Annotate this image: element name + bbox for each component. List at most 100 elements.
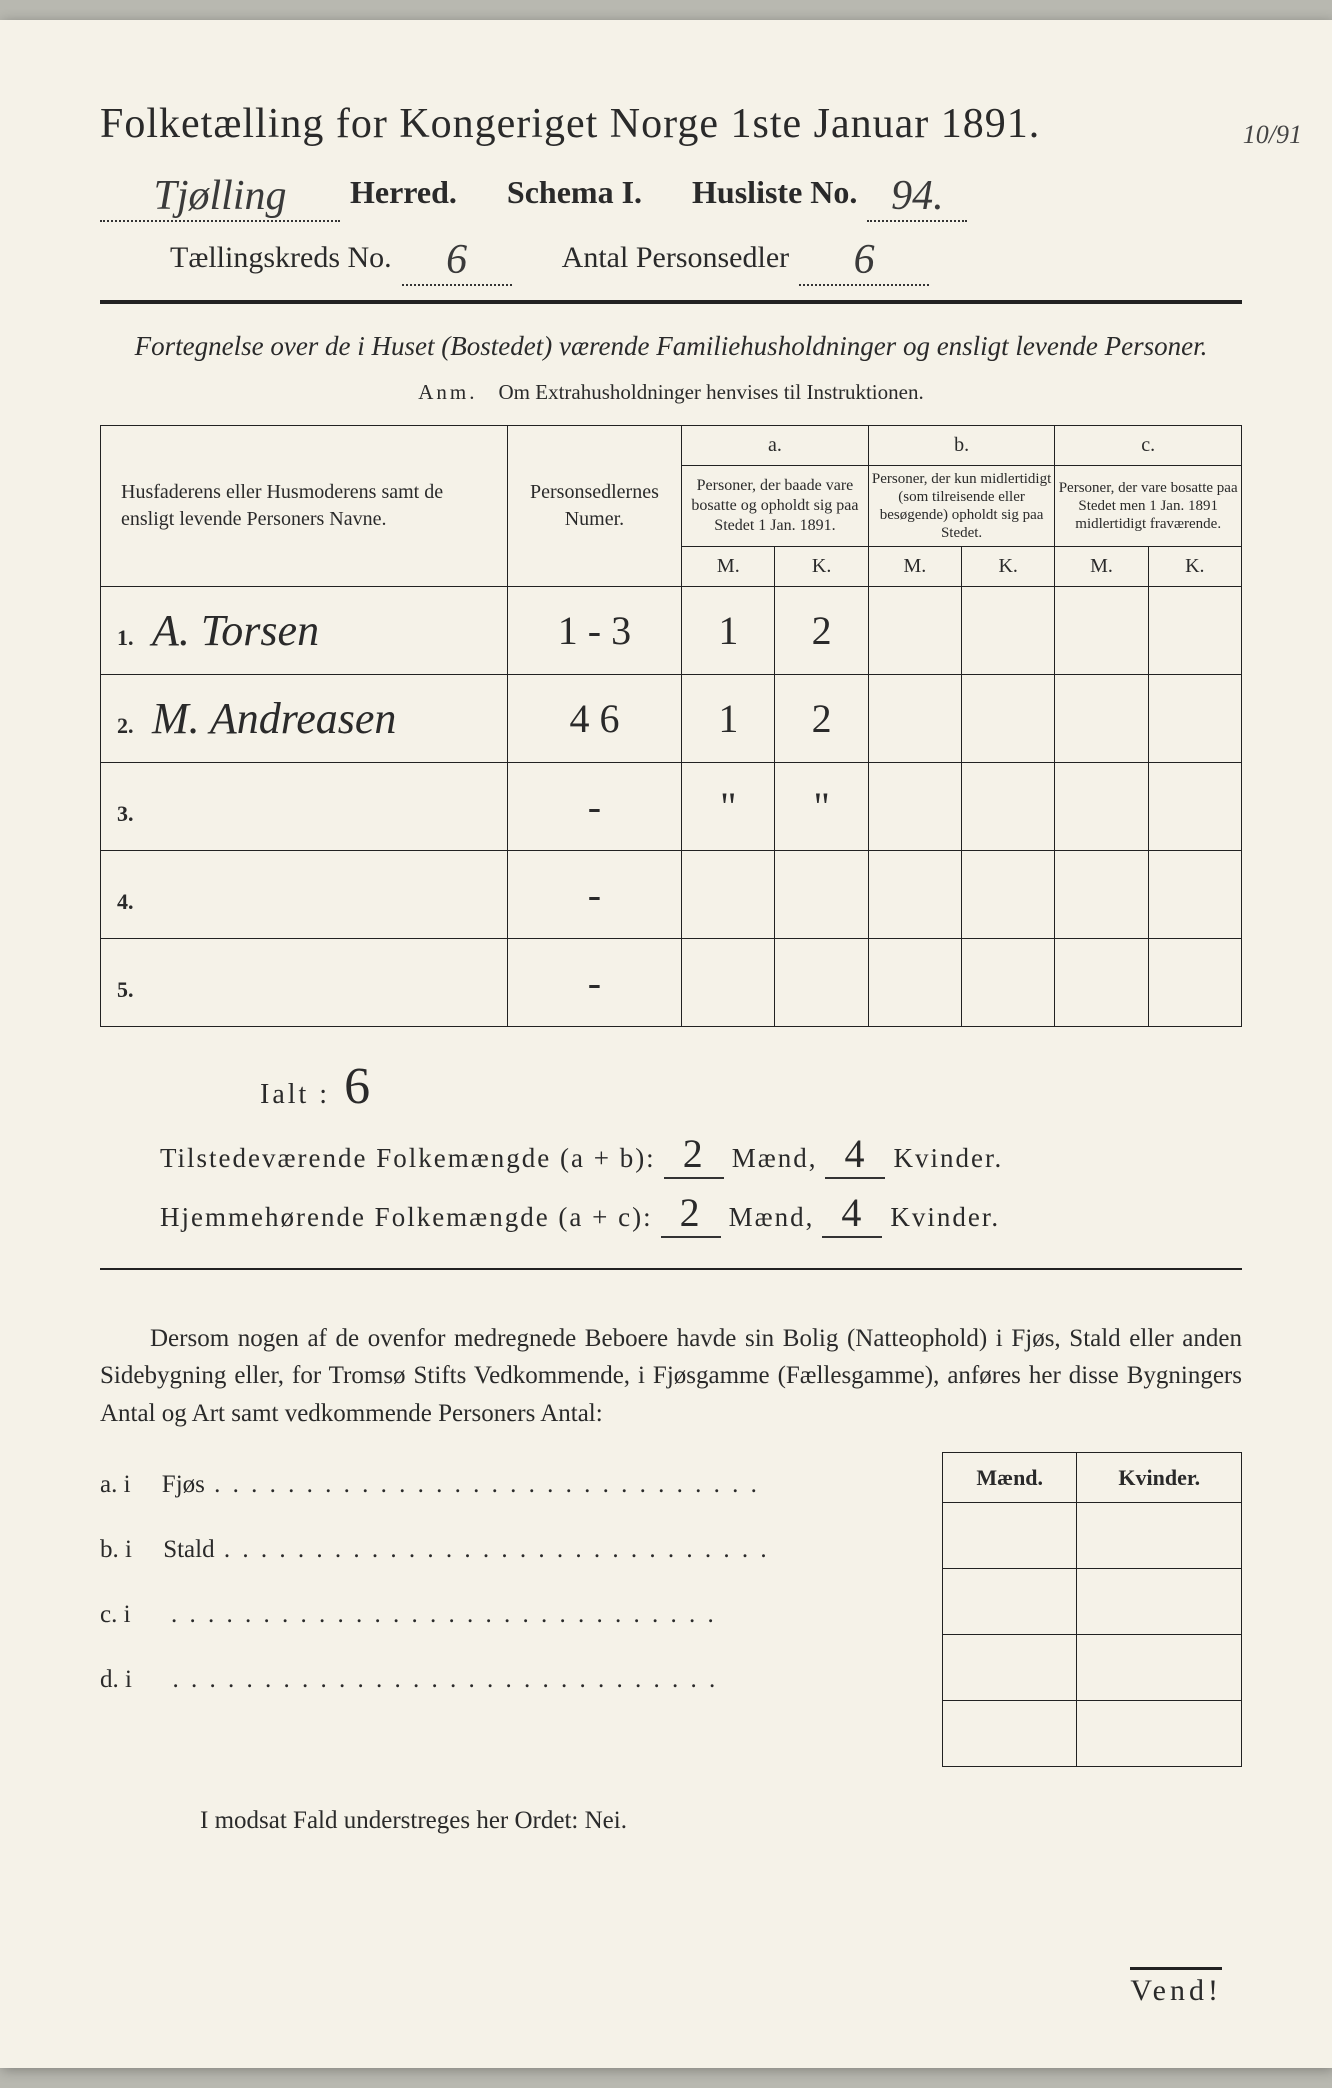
table-row: 2. M. Andreasen4 612 bbox=[101, 674, 1242, 762]
cell-b-m bbox=[868, 762, 961, 850]
cell-b-m bbox=[868, 674, 961, 762]
census-form-page: 10/91 Folketælling for Kongeriget Norge … bbox=[0, 20, 1332, 2068]
cell-a-k bbox=[775, 850, 868, 938]
cell-num: - bbox=[507, 850, 681, 938]
sum1-kvinder: Kvinder. bbox=[893, 1143, 1003, 1174]
anm-label: Anm. bbox=[418, 380, 477, 404]
lower-item: b. i Stald . . . . . . . . . . . . . . .… bbox=[100, 1517, 922, 1582]
mk-table: Mænd. Kvinder. bbox=[942, 1452, 1242, 1767]
ialt-row: Ialt : 6 bbox=[260, 1057, 1242, 1116]
antal-value: 6 bbox=[799, 236, 929, 286]
margin-note: 10/91 bbox=[1243, 120, 1302, 150]
cell-c-m bbox=[1055, 938, 1148, 1026]
lower-section: a. i Fjøs . . . . . . . . . . . . . . . … bbox=[100, 1452, 1242, 1767]
header-row-1: Tjølling Herred. Schema I. Husliste No. … bbox=[100, 166, 1242, 216]
divider-2 bbox=[100, 1268, 1242, 1270]
cell-a-m: " bbox=[682, 762, 775, 850]
antal-label: Antal Personsedler bbox=[562, 241, 789, 275]
sum2-m: 2 bbox=[661, 1189, 721, 1238]
mk-row bbox=[943, 1503, 1242, 1569]
cell-a-k bbox=[775, 938, 868, 1026]
schema-label: Schema I. bbox=[507, 174, 642, 211]
cell-b-m bbox=[868, 586, 961, 674]
cell-a-m bbox=[682, 850, 775, 938]
th-names: Husfaderens eller Husmoderens samt de en… bbox=[101, 425, 508, 586]
cell-b-m bbox=[868, 850, 961, 938]
cell-c-k bbox=[1148, 674, 1241, 762]
herred-value: Tjølling bbox=[100, 172, 340, 222]
herred-label: Herred. bbox=[350, 174, 457, 211]
cell-c-k bbox=[1148, 850, 1241, 938]
mk-k: Kvinder. bbox=[1077, 1453, 1242, 1503]
summary-line-2: Hjemmehørende Folkemængde (a + c): 2 Mæn… bbox=[160, 1189, 1242, 1238]
cell-c-k bbox=[1148, 586, 1241, 674]
th-b-text: Personer, der kun midlertidigt (som tilr… bbox=[868, 465, 1055, 546]
vend-label: Vend! bbox=[1130, 1967, 1222, 2008]
mk-row bbox=[943, 1569, 1242, 1635]
table-row: 4. - bbox=[101, 850, 1242, 938]
th-b-label: b. bbox=[868, 425, 1055, 465]
sum1-maend: Mænd, bbox=[732, 1143, 818, 1174]
sum2-k: 4 bbox=[822, 1189, 882, 1238]
lower-item: c. i . . . . . . . . . . . . . . . . . .… bbox=[100, 1582, 922, 1647]
th-c-label: c. bbox=[1055, 425, 1242, 465]
divider bbox=[100, 300, 1242, 304]
anm-line: Anm. Om Extrahusholdninger henvises til … bbox=[100, 380, 1242, 405]
anm-text: Om Extrahusholdninger henvises til Instr… bbox=[499, 380, 924, 404]
th-c-k: K. bbox=[1148, 546, 1241, 586]
cell-name: 1. A. Torsen bbox=[101, 586, 508, 674]
cell-c-m bbox=[1055, 850, 1148, 938]
husliste-value: 94. bbox=[867, 172, 967, 222]
lower-item: d. i . . . . . . . . . . . . . . . . . .… bbox=[100, 1647, 922, 1712]
cell-num: 4 6 bbox=[507, 674, 681, 762]
th-b-k: K. bbox=[962, 546, 1055, 586]
cell-b-m bbox=[868, 938, 961, 1026]
cell-num: - bbox=[507, 938, 681, 1026]
cell-b-k bbox=[962, 674, 1055, 762]
cell-a-k: 2 bbox=[775, 586, 868, 674]
header-row-2: Tællingskreds No. 6 Antal Personsedler 6 bbox=[100, 230, 1242, 280]
cell-a-m bbox=[682, 938, 775, 1026]
cell-a-m: 1 bbox=[682, 586, 775, 674]
modsat-line: I modsat Fald understreges her Ordet: Ne… bbox=[200, 1807, 1242, 1835]
ialt-value: 6 bbox=[344, 1058, 370, 1115]
cell-b-k bbox=[962, 586, 1055, 674]
sum1-label: Tilstedeværende Folkemængde (a + b): bbox=[160, 1143, 656, 1174]
lower-left: a. i Fjøs . . . . . . . . . . . . . . . … bbox=[100, 1452, 942, 1767]
subtitle: Fortegnelse over de i Huset (Bostedet) v… bbox=[100, 328, 1242, 366]
cell-a-k: 2 bbox=[775, 674, 868, 762]
sum2-kvinder: Kvinder. bbox=[890, 1202, 1000, 1233]
page-title: Folketælling for Kongeriget Norge 1ste J… bbox=[100, 100, 1242, 148]
table-row: 3. -"" bbox=[101, 762, 1242, 850]
husliste-label: Husliste No. bbox=[692, 174, 857, 211]
th-numer: Personsedlernes Numer. bbox=[507, 425, 681, 586]
sum2-maend: Mænd, bbox=[729, 1202, 815, 1233]
cell-name: 4. bbox=[101, 850, 508, 938]
paragraph: Dersom nogen af de ovenfor medregnede Be… bbox=[100, 1320, 1242, 1433]
ialt-label: Ialt : bbox=[260, 1079, 330, 1110]
th-b-m: M. bbox=[868, 546, 961, 586]
cell-num: 1 - 3 bbox=[507, 586, 681, 674]
cell-a-m: 1 bbox=[682, 674, 775, 762]
kreds-label: Tællingskreds No. bbox=[170, 241, 392, 275]
lower-right: Mænd. Kvinder. bbox=[942, 1452, 1242, 1767]
th-a-m: M. bbox=[682, 546, 775, 586]
main-table: Husfaderens eller Husmoderens samt de en… bbox=[100, 425, 1242, 1027]
cell-b-k bbox=[962, 938, 1055, 1026]
cell-num: - bbox=[507, 762, 681, 850]
cell-name: 5. bbox=[101, 938, 508, 1026]
cell-c-k bbox=[1148, 938, 1241, 1026]
cell-b-k bbox=[962, 850, 1055, 938]
summary-line-1: Tilstedeværende Folkemængde (a + b): 2 M… bbox=[160, 1130, 1242, 1179]
mk-row bbox=[943, 1635, 1242, 1701]
table-row: 1. A. Torsen1 - 312 bbox=[101, 586, 1242, 674]
cell-c-m bbox=[1055, 762, 1148, 850]
th-a-label: a. bbox=[682, 425, 869, 465]
sum1-m: 2 bbox=[664, 1130, 724, 1179]
mk-m: Mænd. bbox=[943, 1453, 1077, 1503]
kreds-value: 6 bbox=[402, 236, 512, 286]
cell-c-k bbox=[1148, 762, 1241, 850]
cell-name: 3. bbox=[101, 762, 508, 850]
th-a-k: K. bbox=[775, 546, 868, 586]
sum1-k: 4 bbox=[825, 1130, 885, 1179]
